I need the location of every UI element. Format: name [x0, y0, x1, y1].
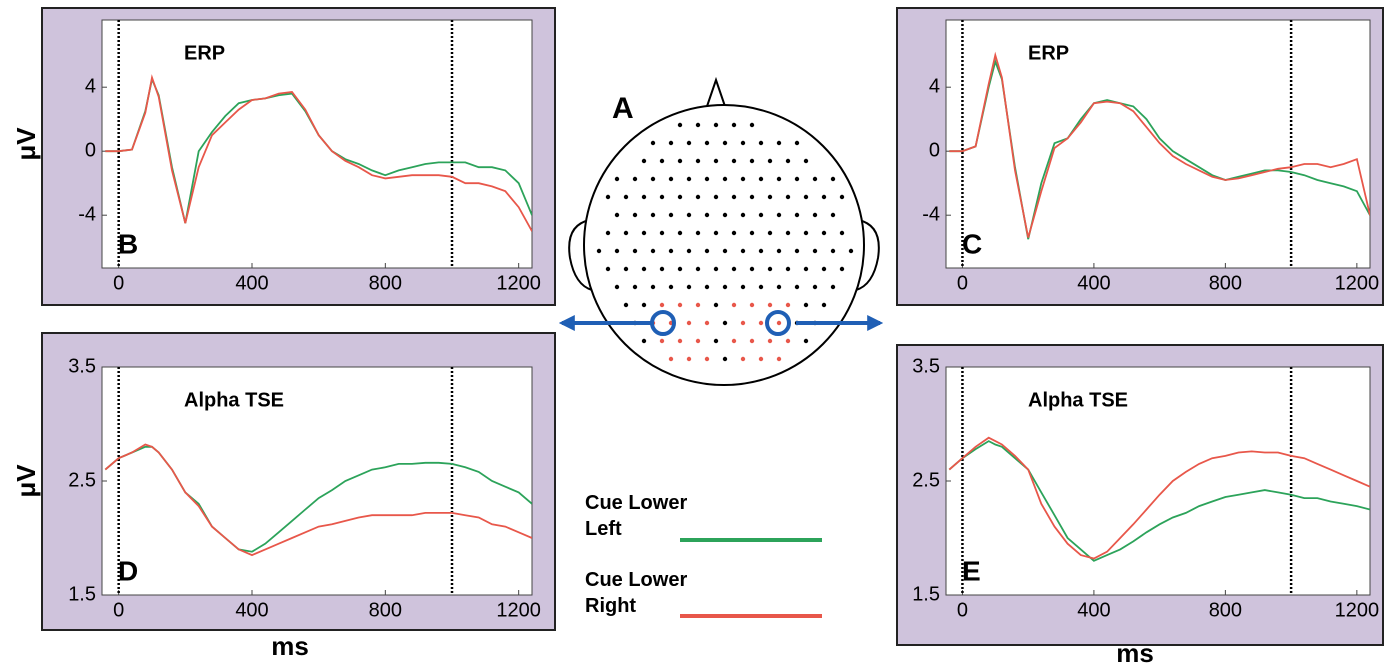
y-tick-label: -4 — [78, 203, 96, 225]
y-tick-label: 0 — [85, 139, 96, 161]
x-tick-label: 800 — [369, 272, 402, 294]
panel: 0 400 800 1200 1.5 2.5 3.5 Alpha TSE Ems — [896, 344, 1384, 665]
series-line — [948, 436, 1370, 560]
x-axis-label: ms — [1116, 638, 1154, 665]
x-axis-label: ms — [271, 631, 309, 661]
x-tick-label: 0 — [957, 599, 968, 621]
panel-label: B — [118, 228, 138, 259]
y-tick-label: 2.5 — [68, 469, 96, 491]
x-tick-label: 400 — [235, 599, 268, 621]
x-tick-label: 0 — [113, 272, 124, 294]
y-axis-label: μV — [11, 127, 41, 161]
y-tick-label: 1.5 — [68, 583, 96, 605]
x-tick-label: 0 — [113, 599, 124, 621]
series-line — [104, 443, 532, 557]
x-tick-label: 800 — [369, 599, 402, 621]
plot-area — [945, 19, 1371, 269]
panel-label: D — [118, 555, 138, 586]
legend-label: Cue Lower Left — [585, 492, 688, 540]
x-tick-label: 1200 — [496, 272, 541, 294]
diagram-label: A — [612, 92, 634, 125]
y-tick-label: 4 — [85, 75, 96, 97]
panel-label: E — [962, 555, 981, 586]
y-axis-label: μV — [11, 464, 41, 498]
x-tick-label: 400 — [1077, 272, 1110, 294]
series-line — [948, 440, 1370, 562]
x-tick-label: 800 — [1209, 272, 1242, 294]
panel: 0 400 800 1200 -4 0 4 ERP C — [896, 7, 1384, 306]
y-tick-label: 0 — [929, 139, 940, 161]
legend-label: Cue Lower Right — [585, 569, 688, 617]
x-tick-label: 1200 — [1335, 599, 1380, 621]
y-tick-label: 3.5 — [68, 355, 96, 377]
y-tick-label: 4 — [929, 75, 940, 97]
y-tick-label: 1.5 — [912, 583, 940, 605]
plot-area — [101, 19, 533, 269]
head: A — [558, 76, 884, 386]
x-tick-label: 1200 — [496, 599, 541, 621]
series-line — [105, 74, 532, 232]
chart-title: ERP — [1028, 42, 1069, 64]
y-tick-label: 2.5 — [912, 469, 940, 491]
x-tick-label: 0 — [957, 272, 968, 294]
x-tick-label: 400 — [1077, 599, 1110, 621]
x-tick-label: 800 — [1209, 599, 1242, 621]
panel: 0 400 800 1200 1.5 2.5 3.5 Alpha TSE DμV ms — [11, 332, 556, 661]
plot-area — [101, 366, 533, 596]
y-tick-label: 3.5 — [912, 355, 940, 377]
panel-label: C — [962, 228, 982, 259]
x-tick-label: 1200 — [1335, 272, 1380, 294]
x-tick-label: 400 — [235, 272, 268, 294]
chart-title: ERP — [184, 42, 225, 64]
chart-title: Alpha TSE — [1028, 389, 1128, 411]
series-line — [949, 51, 1370, 238]
panel: 0 400 800 1200 -4 0 4 ERP BμV — [11, 7, 556, 306]
chart-title: Alpha TSE — [184, 389, 284, 411]
y-tick-label: -4 — [922, 203, 940, 225]
plot-area — [945, 366, 1371, 596]
